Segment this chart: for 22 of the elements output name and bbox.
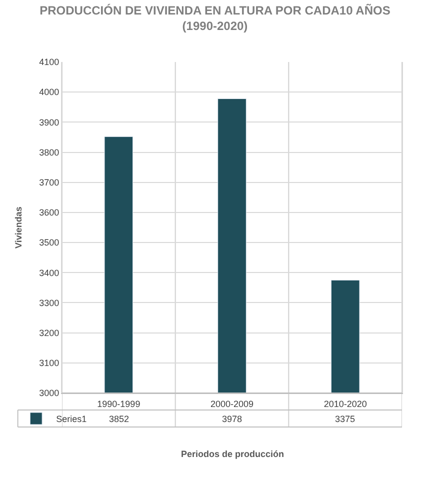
data-label: 3978	[222, 414, 242, 424]
x-tick-label: 1990-1999	[97, 398, 140, 409]
y-tick-label: 3200	[39, 328, 60, 338]
y-tick-label: 4000	[39, 87, 60, 98]
legend-label: Series1	[56, 414, 87, 424]
y-tick-label: 3300	[39, 298, 60, 308]
y-tick-label: 3600	[39, 208, 60, 218]
x-tick-label: 2000-2009	[210, 398, 254, 409]
y-tick-label: 3500	[39, 238, 60, 248]
x-axis-title: Periodos de producción	[181, 449, 284, 459]
y-tick-label: 3000	[39, 388, 60, 398]
y-tick-label: 3100	[39, 358, 60, 368]
data-label: 3852	[109, 414, 130, 424]
data-label: 3375	[335, 414, 356, 424]
y-tick-label: 3400	[39, 268, 60, 278]
y-axis-title: Viviendas	[14, 206, 24, 248]
y-tick-label: 3900	[39, 117, 60, 128]
x-tick-label: 2010-2020	[324, 398, 367, 409]
y-tick-label: 3700	[39, 178, 60, 188]
y-tick-label: 3800	[39, 147, 60, 158]
y-tick-label: 4100	[39, 57, 60, 68]
chart-title: PRODUCCIÓN DE VIVIENDA EN ALTURA POR CADA10 AÑOS (1990-2020)	[40, 4, 390, 34]
